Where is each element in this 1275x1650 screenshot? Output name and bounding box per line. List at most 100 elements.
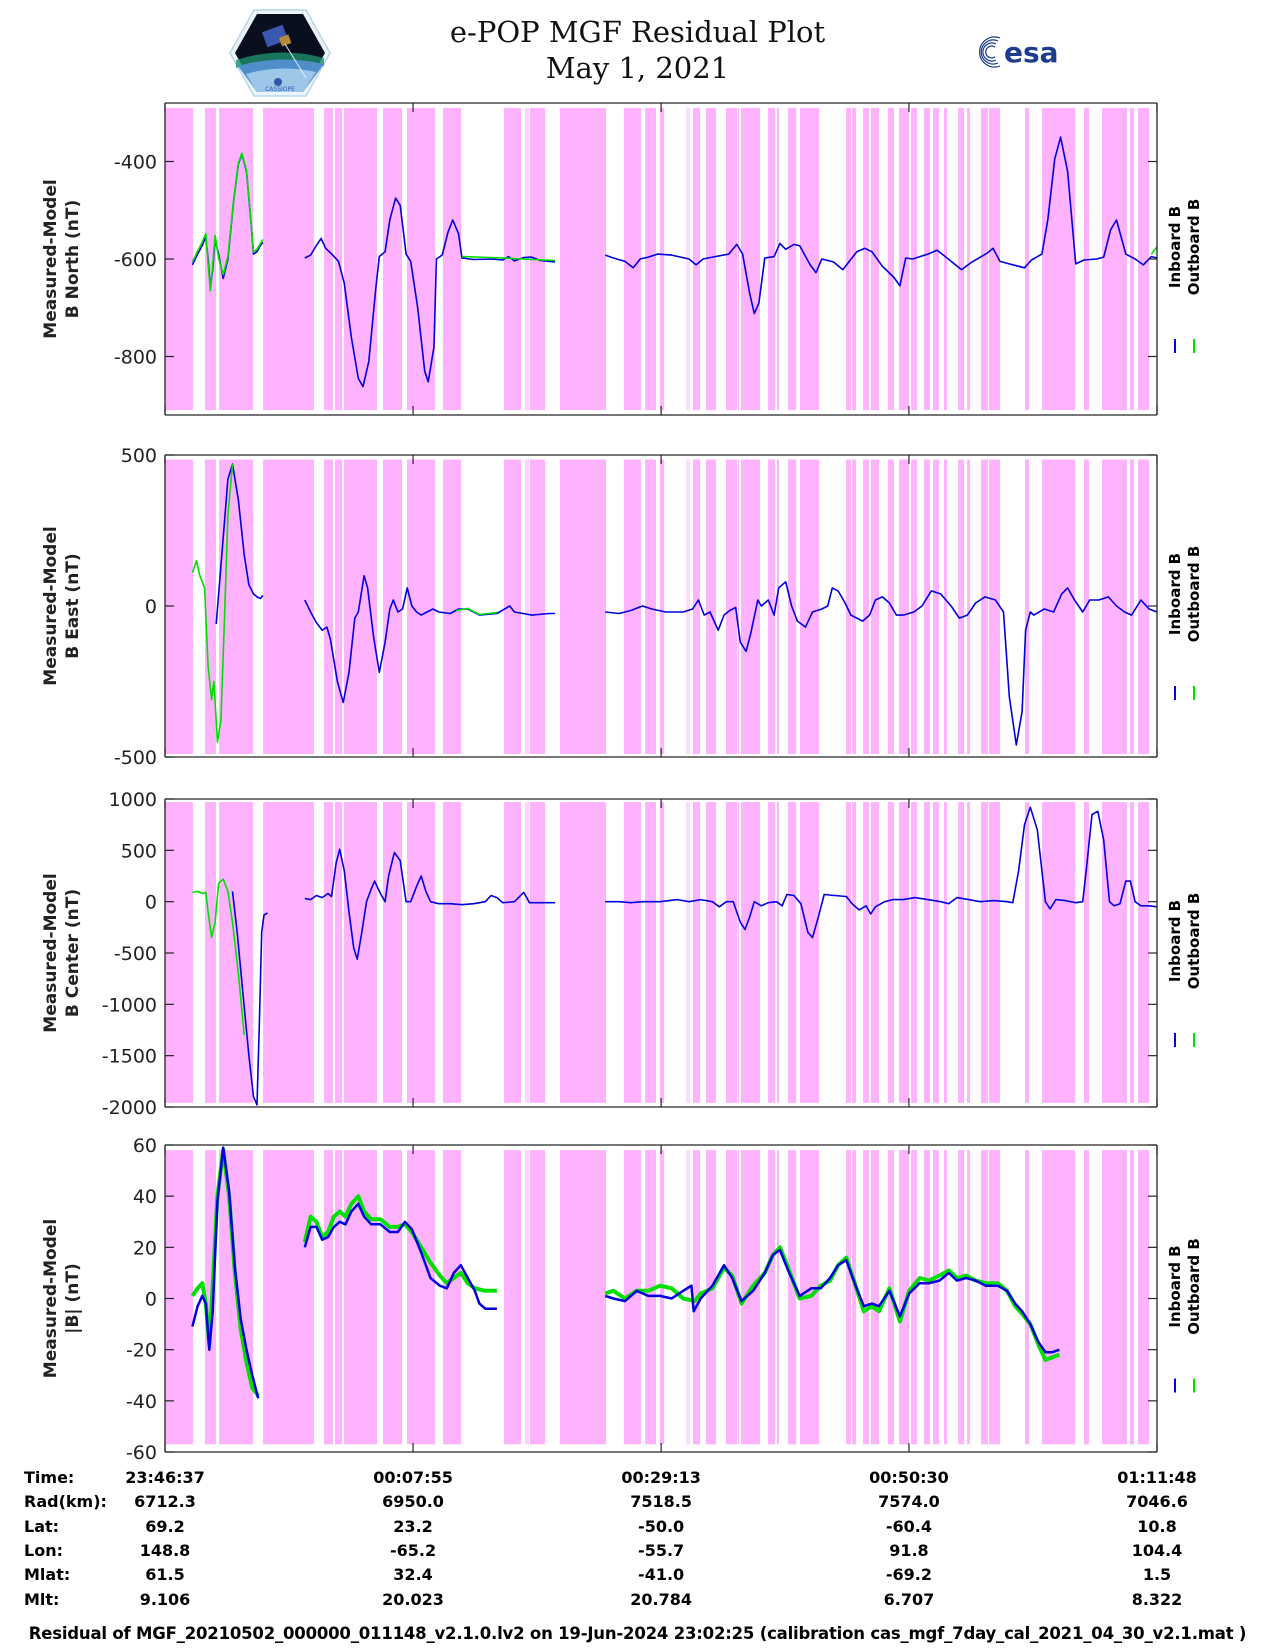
shaded-interval — [943, 459, 948, 754]
shaded-interval — [686, 459, 688, 754]
shaded-interval — [693, 802, 701, 1103]
shaded-interval — [800, 802, 820, 1103]
shaded-interval — [529, 459, 546, 754]
shaded-interval — [989, 459, 1001, 754]
shaded-interval — [686, 1150, 688, 1445]
shaded-interval — [800, 107, 820, 411]
shaded-interval — [407, 459, 435, 754]
ephemeris-value: 1.5 — [1142, 1565, 1172, 1585]
y-axis-label-line: B North (nT) — [63, 200, 83, 319]
shaded-interval — [529, 1150, 546, 1445]
plot-date: May 1, 2021 — [545, 51, 730, 85]
shaded-interval — [768, 107, 776, 411]
shaded-interval — [343, 459, 377, 754]
ephemeris-value: 00:07:55 — [373, 1468, 453, 1487]
shaded-interval — [1025, 1150, 1030, 1445]
ephemeris-row: Lat: 69.2 23.2 -50.0 -60.4 10.8 — [0, 1517, 1275, 1541]
cassiope-logo: CASSIOPE — [229, 9, 331, 97]
shaded-interval — [1042, 459, 1076, 754]
shaded-interval — [899, 1150, 910, 1445]
outboard-b-line — [604, 1245, 1061, 1362]
shaded-interval — [693, 459, 701, 754]
shaded-interval — [1025, 802, 1030, 1103]
ephemeris-value: 7574.0 — [878, 1492, 940, 1512]
shaded-interval — [1102, 459, 1127, 754]
shaded-interval — [863, 1150, 869, 1445]
shaded-interval — [863, 459, 869, 754]
ephemeris-value: 69.2 — [145, 1516, 185, 1536]
ephemeris-label: Time: — [24, 1468, 75, 1487]
shaded-interval — [943, 1150, 948, 1445]
shaded-interval — [343, 1150, 377, 1445]
shaded-interval — [560, 107, 607, 411]
y-axis-label: Measured-Model |B| (nT) — [41, 1219, 83, 1378]
shaded-interval — [659, 802, 665, 1103]
y-axis-label-line: B East (nT) — [63, 553, 83, 658]
shaded-interval — [527, 459, 529, 754]
y-tick-label: 0 — [145, 596, 157, 618]
y-tick-label: 20 — [133, 1237, 157, 1259]
shaded-interval — [846, 107, 852, 411]
shaded-interval — [560, 1150, 607, 1445]
shaded-interval — [958, 107, 965, 411]
ephemeris-value: 9.106 — [139, 1589, 191, 1609]
plot-title: e-POP MGF Residual Plot — [449, 15, 826, 49]
y-tick-label: 500 — [121, 840, 157, 862]
ephemeris-value: 61.5 — [145, 1565, 185, 1585]
shaded-interval — [899, 459, 910, 754]
shaded-interval — [323, 107, 334, 411]
shaded-interval — [659, 107, 665, 411]
ephemeris-label: Lat: — [24, 1516, 60, 1536]
shaded-interval — [899, 802, 910, 1103]
ephemeris-value: -55.7 — [638, 1540, 685, 1560]
y-axis-label-line: Measured-Model — [41, 873, 61, 1032]
legend-label: Inboard B — [1166, 1245, 1184, 1327]
shaded-interval — [911, 802, 917, 1103]
shaded-interval — [870, 459, 880, 754]
shaded-interval — [323, 1150, 334, 1445]
ephemeris-row: Rad(km): 6712.3 6950.0 7518.5 7574.0 7046.6 — [0, 1492, 1275, 1516]
shaded-interval — [343, 802, 377, 1103]
shaded-interval — [204, 802, 217, 1103]
shaded-interval — [923, 1150, 931, 1445]
inboard-b-line — [303, 1202, 497, 1310]
shaded-interval — [923, 459, 931, 754]
y-axis-label-line: B Center (nT) — [63, 889, 83, 1017]
shaded-interval — [383, 1150, 402, 1445]
legend-label: Inboard B — [1166, 206, 1184, 288]
ephemeris-label: Mlt: — [24, 1589, 60, 1609]
y-tick-label: 40 — [133, 1186, 157, 1208]
ephemeris-value: -41.0 — [638, 1565, 685, 1585]
y-axis-label-line: Measured-Model — [41, 1219, 61, 1378]
shaded-interval — [1138, 1150, 1150, 1445]
shaded-interval — [863, 107, 869, 411]
shaded-interval — [911, 459, 917, 754]
shaded-interval — [933, 802, 939, 1103]
shaded-interval — [923, 107, 931, 411]
ephemeris-label: Mlat: — [24, 1565, 71, 1585]
shaded-interval — [527, 1150, 529, 1445]
y-tick-label: -20 — [126, 1340, 157, 1362]
shaded-interval — [863, 802, 869, 1103]
ephemeris-value: 104.4 — [1131, 1540, 1183, 1560]
shaded-interval — [525, 802, 527, 1103]
shaded-interval — [788, 802, 797, 1103]
shaded-interval — [870, 1150, 880, 1445]
shaded-interval — [911, 1150, 917, 1445]
y-tick-label: 0 — [145, 1289, 157, 1311]
inboard-b-line — [605, 806, 1158, 939]
shaded-interval — [899, 107, 910, 411]
esa-logo-text: esa — [1004, 36, 1059, 69]
shaded-interval — [958, 802, 965, 1103]
shaded-interval — [741, 802, 760, 1103]
shaded-interval — [442, 459, 462, 754]
shaded-interval — [407, 1150, 435, 1445]
y-tick-label: 500 — [121, 445, 157, 467]
shaded-interval — [768, 802, 776, 1103]
shaded-interval — [165, 1150, 193, 1445]
shaded-interval — [776, 1150, 779, 1445]
shaded-interval — [1025, 107, 1030, 411]
y-tick-label: -600 — [114, 249, 157, 271]
ephemeris-value: 20.784 — [630, 1589, 692, 1609]
